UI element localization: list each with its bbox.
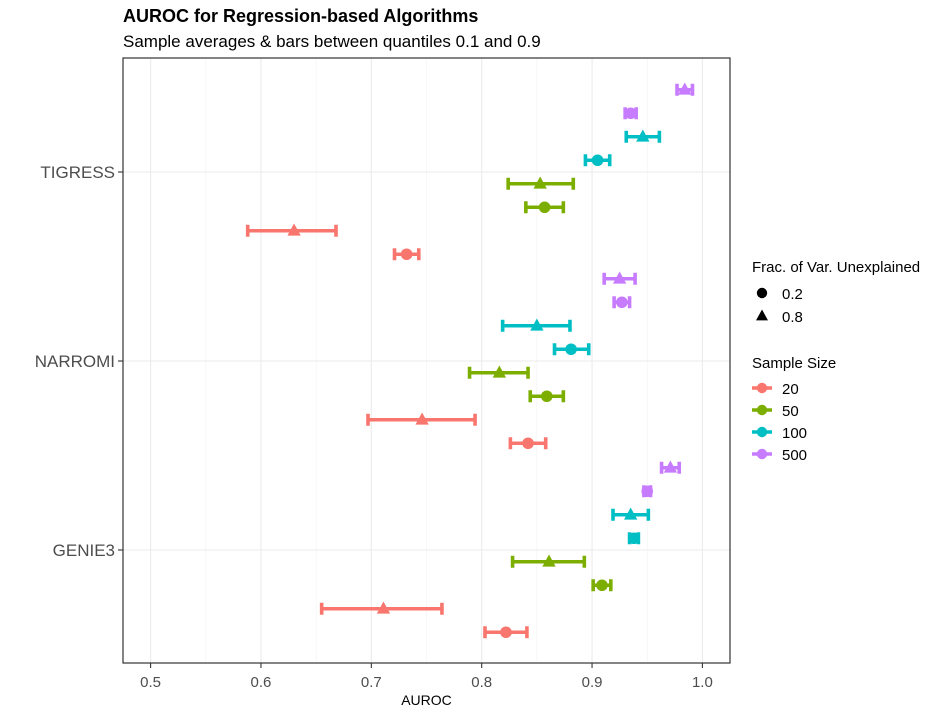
point-marker bbox=[415, 412, 429, 425]
point-marker bbox=[616, 296, 628, 309]
legend-key-dot bbox=[756, 448, 768, 460]
x-tick-label: 0.8 bbox=[471, 674, 492, 691]
data-point-narromi-n100-f0.2 bbox=[552, 343, 591, 356]
point-marker bbox=[596, 579, 608, 592]
x-tick-label: 1.0 bbox=[692, 674, 713, 691]
data-point-narromi-n20-f0.2 bbox=[508, 437, 548, 450]
axes: 0.5 0.6 0.7 0.8 0.9 1.0 AUROC GENIE3 NARROMI TIGR… bbox=[35, 163, 713, 708]
point-marker bbox=[641, 485, 654, 498]
legend-key-dot bbox=[756, 404, 768, 416]
data-point-narromi-n50-f0.2 bbox=[528, 390, 566, 403]
legend-key-dot bbox=[756, 382, 768, 394]
point-marker bbox=[530, 318, 544, 331]
legend: Frac. of Var. Unexplained 0.2 0.8 Sample Si… bbox=[752, 259, 920, 464]
point-marker bbox=[540, 390, 553, 403]
point-marker bbox=[522, 437, 534, 450]
point-marker bbox=[612, 271, 627, 284]
legend-label-frac: 0.2 bbox=[782, 286, 803, 303]
legend-key-triangle bbox=[756, 309, 768, 321]
point-marker bbox=[538, 201, 551, 214]
chart-subtitle: Sample averages & bars between quantiles… bbox=[123, 32, 541, 51]
data-point-tigress-n100-f0.2 bbox=[583, 154, 612, 167]
data-point-genie3-n50-f0.2 bbox=[591, 579, 613, 592]
x-tick-label: 0.7 bbox=[361, 674, 382, 691]
point-marker bbox=[624, 507, 638, 520]
point-marker bbox=[500, 626, 512, 639]
data-point-tigress-n20-f0.2 bbox=[392, 248, 421, 261]
data-point-tigress-n100-f0.8 bbox=[624, 129, 662, 143]
x-tick-label: 0.5 bbox=[140, 674, 161, 691]
legend-label-sample-size: 50 bbox=[782, 403, 799, 420]
data-point-narromi-n50-f0.8 bbox=[467, 365, 530, 379]
y-tick-label: NARROMI bbox=[35, 352, 115, 371]
legend-key-color bbox=[752, 426, 772, 438]
legend-key-color bbox=[752, 404, 772, 416]
data-point-narromi-n20-f0.8 bbox=[366, 412, 477, 426]
point-marker bbox=[678, 82, 692, 95]
data-point-genie3-n50-f0.8 bbox=[510, 554, 587, 568]
legend-key-dot bbox=[756, 426, 768, 438]
y-tick-label: TIGRESS bbox=[40, 163, 115, 182]
data-point-genie3-n20-f0.2 bbox=[483, 626, 529, 639]
point-marker bbox=[628, 532, 640, 545]
data-point-tigress-n50-f0.2 bbox=[524, 201, 566, 214]
legend-label-frac: 0.8 bbox=[782, 309, 803, 326]
x-axis-label: AUROC bbox=[401, 692, 452, 708]
point-marker bbox=[591, 154, 604, 167]
point-marker bbox=[376, 601, 391, 614]
y-tick-label: GENIE3 bbox=[53, 541, 115, 560]
point-marker bbox=[287, 223, 301, 236]
point-marker bbox=[542, 554, 556, 567]
point-marker bbox=[533, 176, 547, 189]
point-marker bbox=[565, 343, 577, 356]
legend-label-sample-size: 20 bbox=[782, 381, 799, 398]
legend-title-frac: Frac. of Var. Unexplained bbox=[752, 259, 920, 276]
data-point-narromi-n500-f0.2 bbox=[612, 296, 632, 309]
data-point-genie3-n500-f0.2 bbox=[641, 485, 654, 498]
point-marker bbox=[400, 248, 413, 261]
data-point-genie3-n500-f0.8 bbox=[659, 460, 682, 474]
chart-title: AUROC for Regression-based Algorithms bbox=[123, 6, 479, 26]
legend-key-circle bbox=[756, 287, 768, 299]
data-marks bbox=[245, 82, 695, 639]
point-marker bbox=[492, 365, 507, 378]
legend-label-sample-size: 100 bbox=[782, 425, 807, 442]
point-marker bbox=[624, 107, 637, 120]
point-marker bbox=[636, 129, 650, 142]
data-point-tigress-n500-f0.8 bbox=[675, 82, 695, 96]
legend-key-color bbox=[752, 448, 772, 460]
data-point-tigress-n50-f0.8 bbox=[506, 176, 576, 190]
x-tick-label: 0.6 bbox=[251, 674, 272, 691]
data-point-genie3-n20-f0.8 bbox=[319, 601, 444, 615]
data-point-narromi-n500-f0.8 bbox=[602, 271, 637, 285]
data-point-genie3-n100-f0.8 bbox=[611, 507, 651, 521]
data-point-narromi-n100-f0.8 bbox=[500, 318, 572, 332]
data-point-tigress-n500-f0.2 bbox=[623, 107, 638, 120]
x-tick-label: 0.9 bbox=[582, 674, 603, 691]
legend-title-sample-size: Sample Size bbox=[752, 355, 836, 372]
legend-label-sample-size: 500 bbox=[782, 447, 807, 464]
data-point-tigress-n20-f0.8 bbox=[245, 223, 338, 237]
legend-key-color bbox=[752, 382, 772, 394]
point-marker bbox=[663, 460, 678, 473]
grid-lines bbox=[123, 58, 730, 663]
data-point-genie3-n100-f0.2 bbox=[627, 532, 641, 545]
